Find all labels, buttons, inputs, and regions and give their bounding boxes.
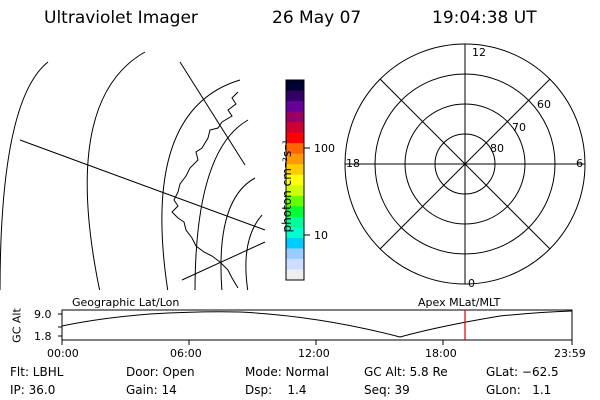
map-latitude-arc-2: [86, 51, 146, 290]
color-scale-segment: [286, 122, 304, 134]
map-coastline: [171, 91, 239, 289]
color-scale-frame: [285, 79, 305, 281]
info-dsp: Dsp: 1.4: [245, 383, 307, 397]
map-meridian-2: [181, 241, 266, 281]
polar-mlt-label-12: 12: [472, 46, 486, 59]
timeline-x-tick-0600: 06:00: [170, 347, 202, 360]
timeline-x-tick-1200: 12:00: [298, 347, 330, 360]
polar-lat-label-80: 80: [490, 142, 504, 155]
color-scale-segment: [286, 269, 304, 281]
polar-diagonal-2: [379, 78, 551, 250]
color-scale-segment: [286, 153, 304, 165]
timeline-frame: [61, 309, 573, 341]
info-seq: Seq: 39: [364, 383, 410, 397]
polar-mlt-label-6: 6: [576, 157, 583, 170]
color-tick-label-100: 100: [314, 142, 335, 155]
map-latitude-arc-4: [194, 119, 249, 290]
color-scale-segment: [286, 258, 304, 270]
map-latitude-arc-1: [0, 61, 49, 290]
info-gc-alt: GC Alt: 5.8 Re: [364, 365, 448, 379]
color-scale-segment: [286, 216, 304, 228]
polar-plot: [344, 43, 586, 285]
timeline-x-tick-1800: 18:00: [425, 347, 457, 360]
color-scale-segment: [286, 111, 304, 123]
timeline-y-axis-label: GC Alt: [10, 308, 24, 343]
info-door: Door: Open: [126, 365, 195, 379]
polar-lat-label-60: 60: [537, 98, 551, 111]
info-filter: Flt: LBHL: [10, 365, 64, 379]
color-tick-label-10: 10: [314, 229, 328, 242]
info-mode: Mode: Normal: [245, 365, 329, 379]
info-glon: GLon: 1.1: [486, 383, 552, 397]
instrument-title: Ultraviolet Imager: [44, 8, 198, 28]
time-label: 19:04:38 UT: [432, 8, 537, 28]
color-scale-segment: [286, 80, 304, 92]
timeline-x-tick-0000: 00:00: [47, 347, 79, 360]
timeline-panel: [58, 309, 573, 345]
color-scale: [286, 80, 304, 281]
timeline-y-tick-1-8: 1.8: [34, 330, 52, 343]
altitude-curve: [61, 310, 573, 338]
map-latitude-arc-5: [220, 177, 256, 290]
timeline-right-label: Apex MLat/MLT: [418, 296, 501, 309]
timeline-left-label: Geographic Lat/Lon: [72, 296, 180, 309]
timeline-y-tick-9: 9.0: [34, 308, 52, 321]
color-scale-segment: [286, 185, 304, 197]
color-scale-segment: [286, 143, 304, 155]
map-meridian-1: [19, 139, 266, 231]
map-meridian-3: [179, 61, 246, 166]
map-latitude-arc-3: [161, 79, 241, 290]
color-scale-segment: [286, 237, 304, 249]
map-latitude-arc-6: [245, 214, 263, 290]
geographic-map: [0, 51, 266, 290]
timeline-x-tick-2359: 23:59: [554, 347, 586, 360]
polar-mlt-label-18: 18: [346, 157, 360, 170]
info-glat: GLat: −62.5: [486, 365, 559, 379]
color-scale-segment: [286, 164, 304, 176]
polar-lat-label-70: 70: [512, 121, 526, 134]
color-scale-segment: [286, 90, 304, 102]
polar-mlt-label-0: 0: [468, 277, 475, 290]
color-scale-segment: [286, 132, 304, 144]
color-scale-segment: [286, 101, 304, 113]
info-gain: Gain: 14: [126, 383, 177, 397]
color-scale-segment: [286, 248, 304, 260]
color-scale-segment: [286, 227, 304, 239]
color-scale-segment: [286, 206, 304, 218]
date-label: 26 May 07: [272, 8, 362, 28]
color-scale-unit-label: photon cm⁻²s⁻¹: [280, 139, 294, 233]
color-scale-segment: [286, 174, 304, 186]
info-ip: IP: 36.0: [10, 383, 56, 397]
color-scale-segment: [286, 195, 304, 207]
